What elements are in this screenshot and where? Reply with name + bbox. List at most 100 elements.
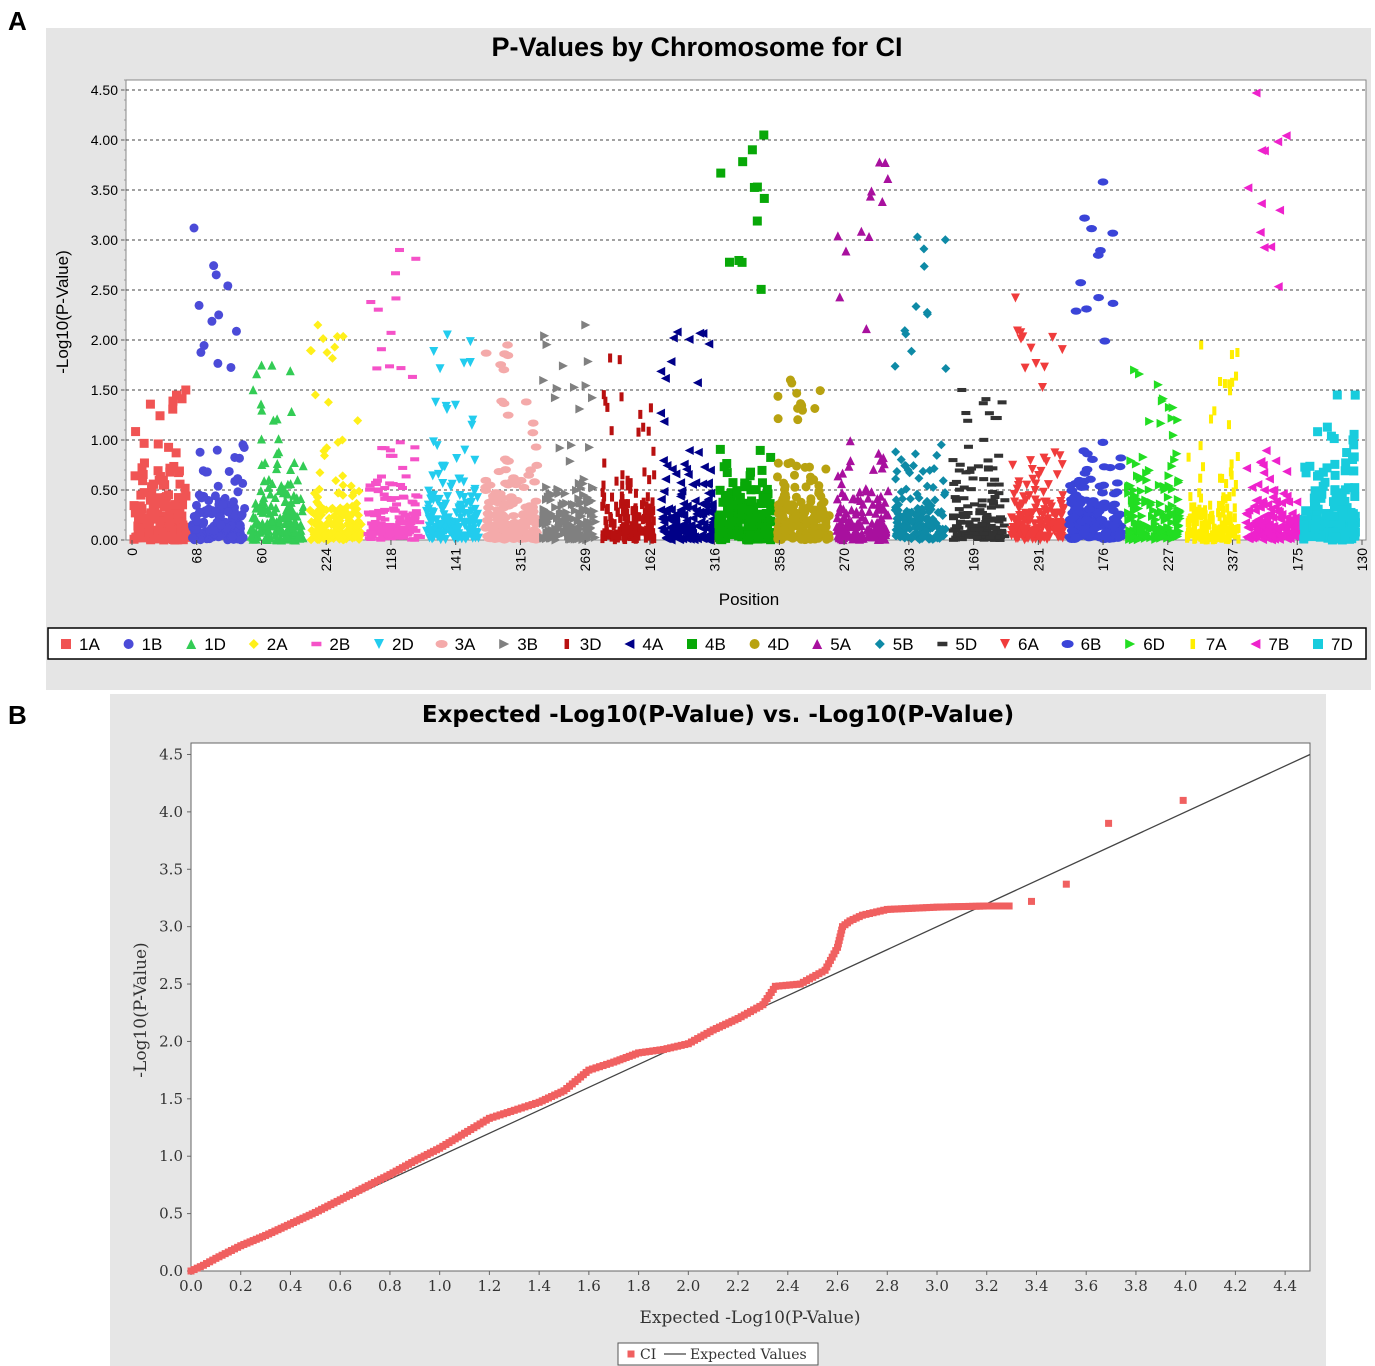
chart-a-point — [391, 296, 401, 301]
chart-a-point — [257, 360, 267, 370]
chart-a-point — [138, 469, 148, 479]
chart-a-point — [289, 458, 299, 468]
chart-a-point — [473, 493, 483, 503]
chart-a-point — [153, 466, 163, 476]
chart-b-x-tick-label: 0.2 — [229, 1277, 253, 1295]
chart-a-point — [131, 427, 141, 437]
chart-a-point — [270, 492, 280, 502]
chart-a-point — [379, 492, 389, 497]
chart-a-point — [472, 511, 482, 521]
chart-a-point — [194, 300, 204, 310]
chart-b-y-tick-label: 1.5 — [159, 1090, 183, 1108]
chart-a-point — [272, 458, 282, 468]
chart-a-point — [271, 464, 281, 474]
chart-a-point — [204, 496, 214, 506]
chart-a-series-2D — [421, 330, 484, 545]
chart-a-point — [230, 510, 240, 520]
chart-a-point — [502, 351, 514, 360]
chart-a-point — [480, 349, 492, 357]
chart-a-point — [191, 500, 201, 510]
chart-b-x-tick-label: 3.4 — [1025, 1277, 1049, 1295]
chart-a-point — [314, 484, 324, 494]
chart-b-x-tick-label: 2.2 — [726, 1277, 750, 1295]
chart-b-legend-label: CI — [640, 1347, 656, 1363]
chart-a-point — [223, 281, 233, 291]
chart-a-point — [257, 405, 267, 415]
chart-b-point — [1179, 796, 1187, 804]
chart-a-point — [377, 527, 387, 532]
chart-a-point — [260, 458, 270, 468]
chart-a-point — [373, 307, 383, 312]
chart-a-point — [491, 535, 503, 543]
chart-a-point — [467, 506, 477, 516]
chart-a-point — [234, 453, 244, 463]
chart-a-point — [233, 474, 243, 484]
chart-a-point — [165, 467, 175, 477]
chart-a-point — [401, 474, 411, 479]
chart-a-point — [372, 366, 382, 371]
chart-a-point — [252, 518, 262, 528]
chart-a-point — [319, 451, 329, 461]
chart-a-point — [189, 223, 199, 233]
chart-a-point — [531, 461, 543, 469]
chart-a-point — [396, 482, 406, 488]
chart-a-point — [306, 517, 316, 527]
chart-a-point — [410, 457, 420, 462]
chart-a-point — [282, 512, 292, 522]
chart-a-point — [267, 360, 277, 370]
chart-a-point — [407, 537, 417, 542]
chart-b-x-tick-label: 2.8 — [875, 1277, 899, 1295]
chart-a-point — [428, 515, 438, 525]
chart-a-point — [327, 353, 337, 363]
chart-a-point — [181, 527, 191, 537]
chart-a-point — [178, 500, 188, 510]
chart-a-point — [166, 526, 176, 536]
chart-a-point — [397, 485, 407, 491]
chart-a-point — [164, 442, 174, 452]
chart-a-point — [346, 481, 356, 491]
chart-a-point — [252, 369, 262, 379]
chart-a-point — [202, 505, 212, 515]
chart-a-point — [459, 492, 469, 502]
chart-a-point — [165, 508, 175, 518]
chart-a-series-2B — [363, 247, 425, 542]
chart-a-point — [404, 516, 414, 521]
chart-a-point — [379, 509, 389, 514]
chart-a-point — [173, 535, 183, 545]
chart-a-point — [354, 510, 364, 520]
chart-a-point — [529, 535, 540, 543]
chart-a-point — [364, 512, 374, 517]
chart-a-point — [279, 484, 289, 494]
chart-a-point — [256, 399, 266, 409]
chart-a-point — [376, 347, 386, 352]
chart-a-point — [144, 523, 154, 533]
chart-a-point — [391, 523, 401, 528]
chart-a-point — [428, 509, 438, 519]
chart-a-series-1B — [187, 223, 250, 545]
chart-a-point — [287, 406, 297, 416]
chart-a-point — [507, 500, 518, 508]
chart-a-point — [444, 517, 454, 527]
chart-a-point — [259, 493, 269, 503]
chart-b-point — [1062, 880, 1070, 888]
chart-a-series-1A — [129, 385, 191, 545]
chart-a-point — [407, 374, 417, 379]
chart-a-point — [155, 499, 165, 509]
chart-a-point — [148, 501, 158, 511]
chart-a-point — [465, 517, 475, 527]
chart-a-point — [284, 500, 294, 510]
chart-a-point — [446, 482, 456, 492]
chart-a-point — [465, 337, 475, 347]
chart-a-point — [376, 474, 386, 479]
chart-a-point — [345, 512, 355, 522]
chart-a-point — [371, 480, 381, 485]
chart-a-point — [520, 398, 532, 406]
chart-a-point — [465, 358, 475, 368]
chart-a-point — [413, 533, 423, 538]
chart-a-point — [527, 429, 539, 437]
chart-a-point — [428, 471, 438, 481]
chart-a-point — [380, 486, 390, 491]
chart-a-point — [145, 495, 155, 505]
chart-a-point — [530, 443, 542, 451]
chart-a-point — [153, 439, 163, 449]
